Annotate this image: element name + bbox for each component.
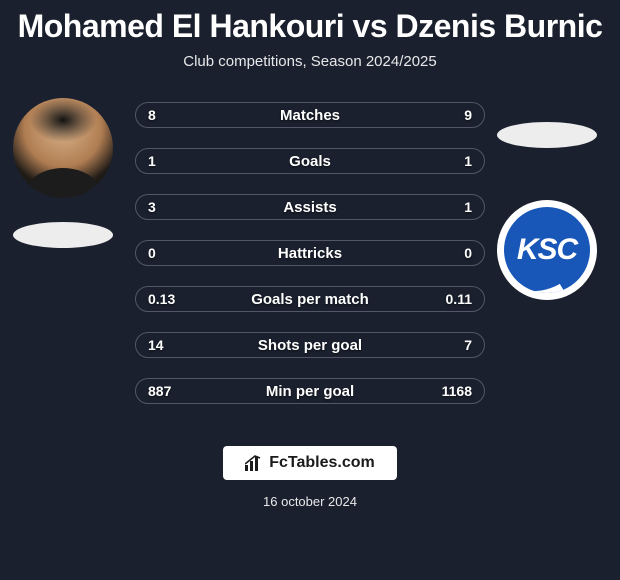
left-player-column (8, 98, 118, 248)
stat-row: 0 Hattricks 0 (135, 240, 485, 266)
right-player-column: KSC (492, 98, 602, 300)
stat-label: Hattricks (278, 245, 342, 262)
stat-label: Shots per goal (258, 337, 362, 354)
stat-right-value: 0.11 (446, 291, 472, 307)
stat-label: Goals per match (251, 291, 369, 308)
stat-label: Assists (283, 199, 336, 216)
stat-right-value: 1168 (442, 383, 472, 399)
stat-label: Min per goal (266, 383, 354, 400)
footer: FcTables.com 16 october 2024 (0, 446, 620, 509)
comparison-content: KSC 8Matches91Goals13Assists10Hattricks0… (0, 98, 620, 428)
stat-left-value: 14 (148, 337, 164, 353)
stat-right-value: 0 (464, 245, 472, 261)
stat-row: 14 Shots per goal 7 (135, 332, 485, 358)
stat-row: 8 Matches 9 (135, 102, 485, 128)
footer-date: 16 october 2024 (0, 494, 620, 509)
stats-rows: 8 Matches 9 1 Goals 1 3 Assists 1 0 Hattricks 0 0.13… (135, 102, 485, 404)
stat-left-value: 8 (148, 107, 156, 123)
stat-row: 887 Min per goal 1168 (135, 378, 485, 404)
page-title: Mohamed El Hankouri vs Dzenis Burnic (0, 8, 620, 45)
stat-right-value: 1 (464, 199, 472, 215)
right-player-avatar-placeholder (497, 122, 597, 148)
stat-left-value: 0 (148, 245, 156, 261)
stat-right-value: 1 (464, 153, 472, 169)
brand-text: FcTables.com (269, 454, 375, 472)
page-subtitle: Club competitions, Season 2024/2025 (0, 53, 620, 70)
stat-left-value: 1 (148, 153, 156, 169)
header: Mohamed El Hankouri vs Dzenis Burnic Clu… (0, 0, 620, 70)
stat-label: Matches (280, 107, 340, 124)
stat-left-value: 3 (148, 199, 156, 215)
stat-right-value: 9 (464, 107, 472, 123)
club-badge-inner: KSC (504, 207, 590, 293)
stat-row: 3 Assists 1 (135, 194, 485, 220)
stat-row: 0.13 Goals per match 0.11 (135, 286, 485, 312)
left-player-avatar (13, 98, 113, 198)
brand-badge: FcTables.com (223, 446, 397, 480)
left-club-placeholder (13, 222, 113, 248)
stat-left-value: 0.13 (148, 291, 175, 307)
stat-left-value: 887 (148, 383, 171, 399)
brand-chart-icon (245, 455, 263, 471)
stat-right-value: 7 (464, 337, 472, 353)
club-badge-text: KSC (517, 233, 577, 267)
stat-label: Goals (289, 153, 331, 170)
stat-row: 1 Goals 1 (135, 148, 485, 174)
right-club-badge: KSC (497, 200, 597, 300)
